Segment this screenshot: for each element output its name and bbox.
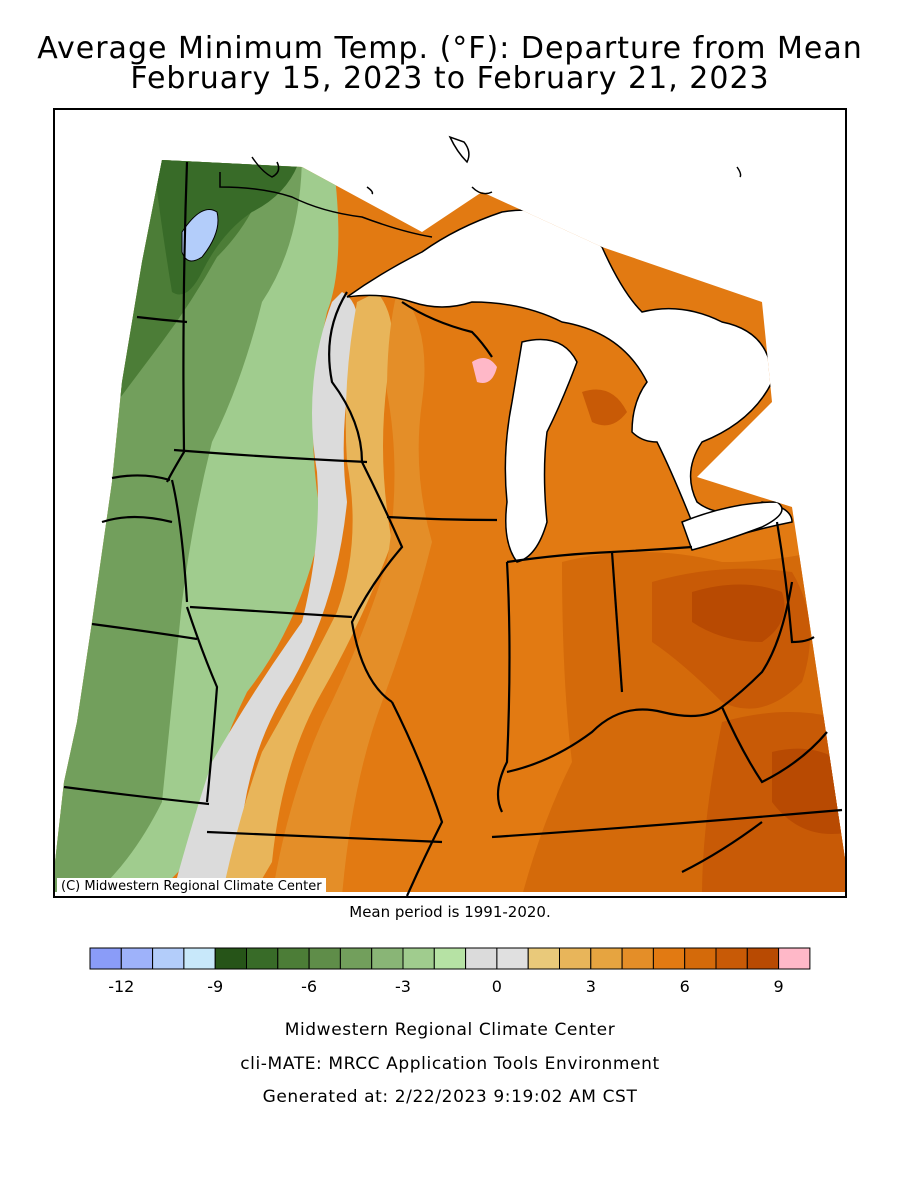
border-ne-ks — [91, 622, 198, 641]
legend-color-box — [89, 947, 122, 970]
border-mn-nd — [166, 161, 189, 483]
legend-color-box — [778, 947, 811, 970]
footer-tool-name: cli-MATE: MRCC Application Tools Environ… — [240, 1054, 660, 1074]
border-nd-sd — [111, 474, 171, 482]
field-gray-band — [172, 292, 358, 892]
legend-tick-label: -6 — [301, 977, 317, 996]
lake-michigan — [504, 338, 578, 563]
legend-color-box — [371, 947, 404, 970]
color-legend: -12 -9 -6 -3 0 3 6 9 — [89, 947, 811, 996]
field-michigan-dark — [582, 389, 627, 426]
legend-color-box — [339, 947, 373, 970]
legend-color-box — [621, 947, 654, 970]
legend-color-box — [152, 947, 185, 970]
border-wi-mi-up — [401, 301, 493, 358]
mean-period-note: Mean period is 1991-2020. — [349, 903, 551, 921]
border-mn-ia — [173, 448, 368, 464]
border-il-in — [496, 561, 511, 813]
map-date-range: February 15, 2023 to February 21, 2023 — [130, 61, 770, 96]
border-wv-va — [720, 706, 828, 784]
border-ia-mo — [189, 605, 353, 619]
field-wv-darkest — [772, 748, 845, 835]
border-ia-ne — [185, 606, 219, 803]
border-wi-il — [386, 515, 498, 522]
legend-color-box — [527, 947, 561, 970]
map-title: Average Minimum Temp. (°F): Departure fr… — [37, 31, 863, 66]
border-oh-mi — [611, 545, 693, 554]
legend-tick-label: 0 — [492, 977, 502, 996]
legend-color-box — [183, 947, 216, 970]
border-sd-mn — [170, 479, 189, 603]
border-western-edge — [136, 315, 188, 324]
legend-color-box — [590, 947, 623, 970]
legend-color-box — [214, 947, 247, 970]
map-panel: (C) Midwestern Regional Climate Center — [53, 108, 847, 898]
legend-color-box — [308, 947, 341, 970]
legend-color-box — [715, 947, 748, 970]
legend-tick-label: -12 — [108, 977, 134, 996]
legend-color-box — [277, 947, 310, 970]
legend-color-box — [465, 947, 498, 970]
border-sd-ne — [101, 515, 173, 524]
legend-color-box — [746, 947, 780, 970]
field-tan-band — [222, 292, 393, 892]
footer-generated-time: Generated at: 2/22/2023 9:19:02 AM CST — [262, 1087, 638, 1107]
legend-color-box — [684, 947, 717, 970]
legend-color-box — [402, 947, 435, 970]
canada-shoreline — [251, 135, 742, 195]
legend-color-box — [559, 947, 592, 970]
field-ohio-darkest — [692, 584, 785, 642]
border-va-tn — [681, 821, 763, 873]
legend-color-box — [120, 947, 154, 970]
legend-tick-label: 9 — [774, 977, 784, 996]
legend-tick-label: -3 — [395, 977, 411, 996]
legend-tick-label: -9 — [207, 977, 223, 996]
border-ky-tn — [491, 808, 843, 839]
border-ohio-river — [506, 581, 794, 774]
legend-color-boxes — [89, 947, 811, 970]
footer-organization: Midwestern Regional Climate Center — [284, 1020, 616, 1040]
legend-tick-label: 3 — [586, 977, 596, 996]
border-mo-ar — [206, 830, 443, 844]
legend-tick-labels: -12 -9 -6 -3 0 3 6 9 — [108, 977, 783, 996]
border-in-oh — [610, 551, 624, 693]
departure-map — [55, 110, 845, 896]
border-mississippi — [391, 701, 444, 896]
lake-erie — [681, 501, 783, 551]
north-coastline — [219, 172, 433, 238]
legend-tick-label: 6 — [680, 977, 690, 996]
border-mi-in — [506, 550, 613, 564]
border-oh-pa — [775, 521, 815, 644]
anomaly-field — [55, 160, 845, 892]
border-ks-mo — [63, 785, 210, 806]
copyright-label: (C) Midwestern Regional Climate Center — [57, 878, 326, 894]
legend-color-box — [652, 947, 686, 970]
border-il-ia — [350, 461, 404, 703]
state-borders — [63, 161, 843, 896]
field-wisconsin-peak — [472, 358, 497, 383]
border-mn-wi — [328, 291, 364, 463]
lake-winnipeg-area — [181, 209, 219, 262]
legend-color-box — [246, 947, 279, 970]
legend-color-box — [433, 947, 467, 970]
legend-color-box — [496, 947, 529, 970]
